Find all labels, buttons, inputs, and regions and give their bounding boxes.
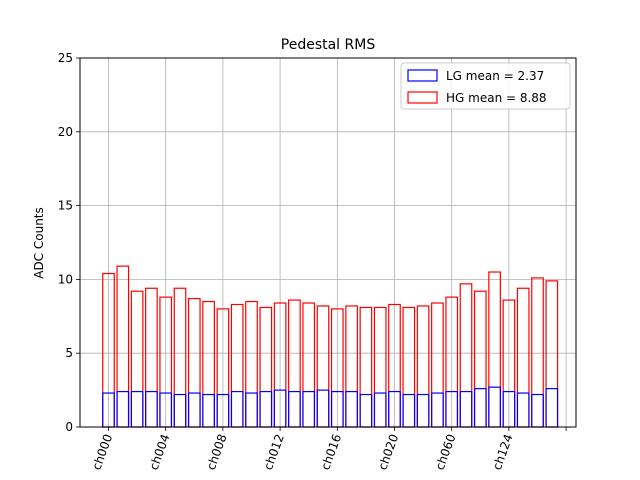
legend: LG mean = 2.37 HG mean = 8.88: [400, 62, 571, 110]
grid: [80, 57, 576, 428]
legend-label: HG mean = 8.88: [446, 91, 547, 105]
legend-box: [400, 62, 571, 110]
legend-swatch: [407, 69, 438, 82]
y-tick-label: 5: [65, 346, 73, 360]
y-tick-label: 15: [58, 199, 73, 213]
chart-title: Pedestal RMS: [281, 37, 376, 53]
y-tick-label: 20: [58, 125, 73, 139]
y-axis: 0 5 10 15 20 25: [58, 51, 80, 434]
y-tick-label: 0: [65, 420, 73, 434]
legend-swatch: [407, 91, 438, 104]
y-tick-label: 10: [58, 272, 73, 286]
y-tick-label: 25: [58, 51, 73, 65]
legend-label: LG mean = 2.37: [446, 69, 544, 83]
plot-frame: [79, 57, 577, 428]
y-axis-label: ADC Counts: [32, 207, 46, 279]
